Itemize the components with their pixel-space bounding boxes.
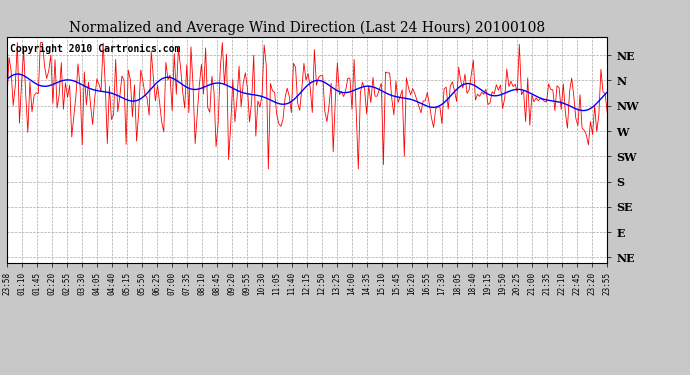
Title: Normalized and Average Wind Direction (Last 24 Hours) 20100108: Normalized and Average Wind Direction (L… [69,21,545,35]
Text: Copyright 2010 Cartronics.com: Copyright 2010 Cartronics.com [10,44,180,54]
